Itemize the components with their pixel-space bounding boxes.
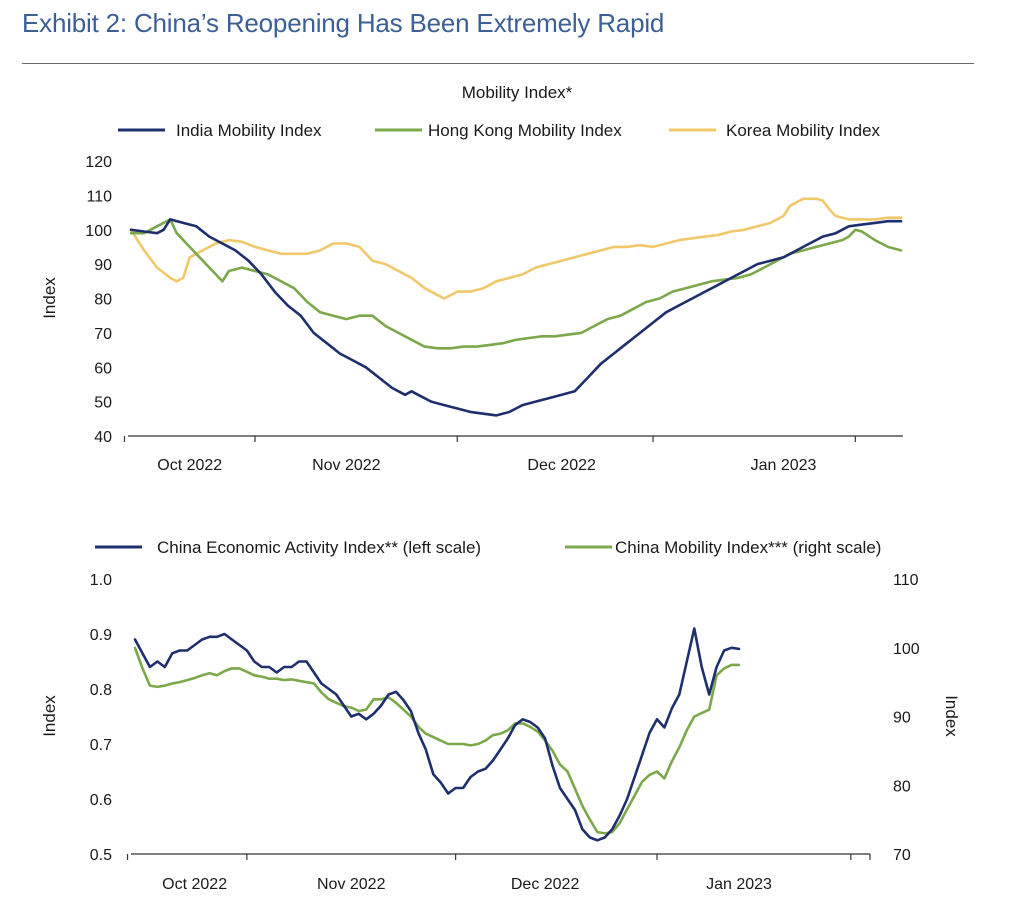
exhibit-title: Exhibit 2: China’s Reopening Has Been Ex… [22, 8, 665, 38]
chart1-xtick-label: Nov 2022 [312, 457, 381, 474]
chart2-right-ylabel: Index [942, 695, 961, 737]
title-divider [22, 63, 974, 64]
chart1-ytick-label: 50 [94, 395, 112, 412]
legend2-label: China Mobility Index*** (right scale) [615, 538, 881, 557]
chart1-ytick-label: 120 [85, 154, 112, 171]
chart2-xtick-label: Nov 2022 [317, 876, 386, 893]
legend1-label: India Mobility Index [176, 121, 322, 140]
chart2-left-ylabel: Index [40, 695, 59, 737]
chart1-xtick-label: Oct 2022 [157, 457, 222, 474]
chart2-right-ytick-label: 90 [893, 710, 911, 727]
chart2-left-ytick-label: 1.0 [90, 572, 112, 589]
chart1-ytick-label: 60 [94, 360, 112, 377]
chart1-ylabel: Index [40, 277, 59, 319]
chart1-ytick-label: 40 [94, 429, 112, 446]
chart1-ytick-label: 100 [85, 223, 112, 240]
chart2-left-ytick-label: 0.8 [90, 682, 112, 699]
chart1-xtick-label: Dec 2022 [527, 457, 596, 474]
chart2-right-ytick-label: 110 [893, 572, 919, 589]
chart2-right-ytick-label: 80 [893, 778, 911, 795]
chart2-left-ytick-label: 0.7 [90, 737, 112, 754]
chart1-ytick-label: 70 [94, 326, 112, 343]
chart1-ytick-label: 90 [94, 257, 112, 274]
chart2-right-ytick-label: 70 [893, 847, 911, 864]
chart1-xtick-label: Jan 2023 [751, 457, 817, 474]
chart2-right-ytick-label: 100 [893, 641, 920, 658]
legend1-label: Hong Kong Mobility Index [428, 121, 622, 140]
chart2-series-line [133, 646, 741, 835]
chart2-left-ytick-label: 0.9 [90, 627, 112, 644]
chart1-series-line [129, 197, 903, 300]
chart1-ytick-label: 80 [94, 292, 112, 309]
chart2-xtick-label: Oct 2022 [162, 876, 227, 893]
chart1-series-line [129, 218, 903, 417]
chart1-series-line [129, 218, 903, 350]
chart2-left-ytick-label: 0.6 [90, 792, 112, 809]
chart2-xtick-label: Jan 2023 [706, 876, 772, 893]
chart2-xtick-label: Dec 2022 [511, 876, 580, 893]
chart2-series-line [133, 627, 741, 842]
chart1-title: Mobility Index* [462, 83, 573, 102]
chart1-ytick-label: 110 [86, 188, 112, 205]
legend2-label: China Economic Activity Index** (left sc… [157, 538, 481, 557]
legend1-label: Korea Mobility Index [726, 121, 881, 140]
chart2-left-ytick-label: 0.5 [90, 847, 112, 864]
